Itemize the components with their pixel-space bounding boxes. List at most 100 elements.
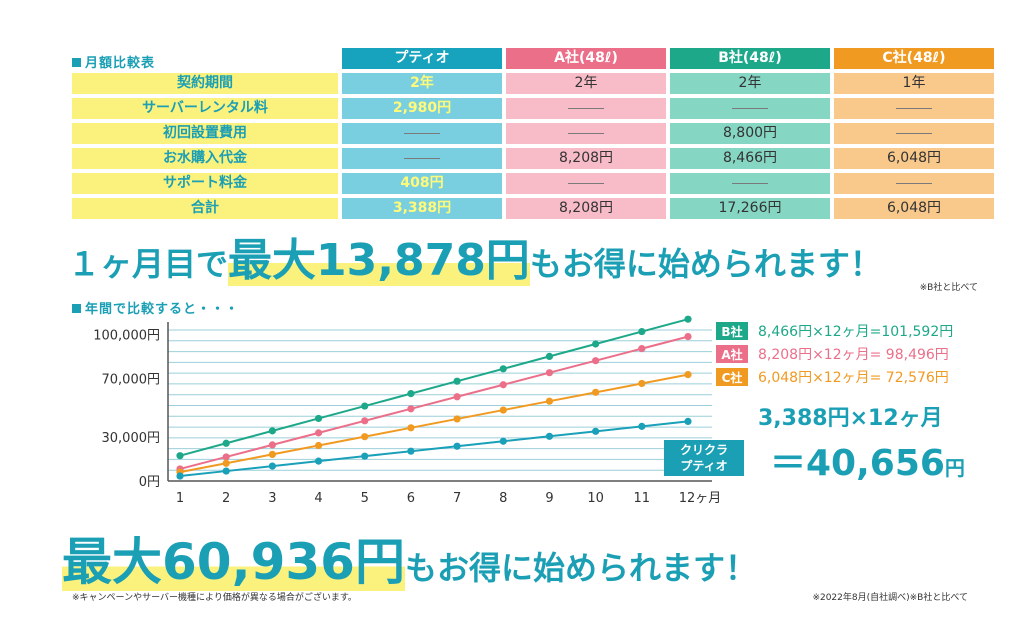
row-label: 初回設置費用 [72,123,338,144]
data-point [407,405,415,413]
data-point [592,357,600,365]
data-point [638,327,646,336]
cell-company-b: 8,466円 [670,148,830,169]
y-tick-label: 70,000円 [102,372,161,387]
data-point [222,459,230,467]
dash-mark [896,132,932,134]
putio-badge-line1: クリクラ [679,443,728,457]
legend-formula: 8,466円×12ヶ月=101,592円 [758,324,953,340]
cell-putio: 2年 [342,73,502,94]
data-point [407,424,415,432]
data-point [592,340,600,348]
legend-badge [716,345,748,363]
data-point [361,452,369,460]
series-line [179,335,689,470]
dash-mark [568,132,604,134]
data-point [638,379,646,388]
x-tick-label: 8 [499,491,507,506]
data-point [684,315,692,323]
footnote-left: ※キャンペーンやサーバー機種により価格が異なる場合がございます。 [72,593,357,603]
row-label: サーバーレンタル料 [72,98,338,119]
legend-name: C社 [722,370,743,385]
row-label: 合計 [72,198,338,219]
series-line [179,420,689,478]
cell-company-c [834,98,994,119]
putio-total: ＝40,656円 [770,434,965,486]
data-point [453,415,461,423]
cell-putio: 408円 [342,173,502,194]
putio-badge-line2: プティオ [680,459,728,473]
series-line [179,318,689,457]
cell-company-b: 8,800円 [670,123,830,144]
legend-badge [716,368,748,386]
headline1-tail: もお得に始められます！ [529,245,882,283]
legend-formula: 6,048円×12ヶ月= 72,576円 [758,370,949,386]
data-point [314,457,323,465]
dash-mark [732,182,768,184]
data-point [268,441,276,449]
headline-first-month: １ヶ月目で最大13,878円もお得に始められます！ [68,224,882,286]
headline-annual: 最大60,936円もお得に始められます！ [62,522,757,594]
data-point [684,417,692,425]
dash-mark [404,157,440,159]
row-label: お水購入代金 [72,148,338,169]
putio-total-value: ＝40,656 [770,443,945,484]
cell-putio: 2,980円 [342,98,502,119]
cell-company-c: 6,048円 [834,148,994,169]
data-point [314,441,323,450]
footnote-right: ※2022年8月(自社調べ)※B社と比べて [812,593,968,603]
dash-mark [568,182,604,184]
putio-badge: クリクラ プティオ [664,440,744,476]
data-point [638,345,646,353]
data-point [684,371,692,379]
header-company-c: C社(48ℓ) [834,48,994,69]
data-point [361,433,369,441]
chart-title: 年間で比較すると・・・ [72,298,239,317]
cell-company-b [670,98,830,119]
cell-company-c: 1年 [834,73,994,94]
series-line [179,373,689,474]
x-tick-label: 5 [361,491,369,506]
headline1-lead: １ヶ月目で [68,245,229,283]
data-point [361,417,369,425]
data-point [453,442,461,450]
dash-mark [568,107,604,109]
data-point [499,406,507,414]
y-tick-label: 100,000円 [93,328,160,343]
data-point [222,467,230,475]
data-point [407,447,415,455]
row-label: サポート料金 [72,173,338,194]
x-tick-label: 12ヶ月 [679,491,722,506]
data-point [499,365,507,373]
headline2-amount: 最大60,936円 [62,533,405,591]
x-tick-label: 1 [176,491,184,506]
cell-company-a: 8,208円 [506,198,666,219]
y-tick-label: 0円 [139,475,160,490]
putio-total-unit: 円 [944,456,965,480]
cell-company-a: 8,208円 [506,148,666,169]
data-point [176,452,184,460]
dash-mark [896,107,932,109]
cell-putio [342,123,502,144]
data-point [545,397,554,405]
header-putio: プティオ [342,48,502,69]
data-point [499,381,507,389]
x-tick-label: 7 [453,491,461,506]
data-point [176,472,184,480]
x-tick-label: 2 [222,491,230,506]
cell-company-a [506,98,666,119]
data-point [268,450,276,459]
cell-company-b: 2年 [670,73,830,94]
data-point [222,453,230,461]
data-point [545,432,554,440]
data-point [361,402,369,410]
x-tick-label: 3 [268,491,276,506]
cell-company-c: 6,048円 [834,198,994,219]
square-bullet-icon [72,58,81,67]
data-point [222,439,230,447]
data-point [499,437,507,445]
dash-mark [896,182,932,184]
cell-company-b [670,173,830,194]
headline1-note: ※B社と比べて [919,283,978,293]
